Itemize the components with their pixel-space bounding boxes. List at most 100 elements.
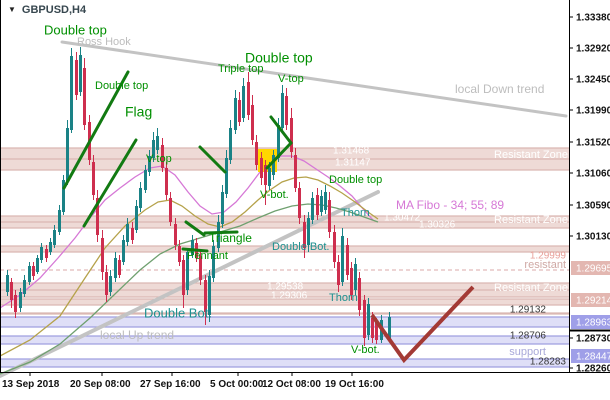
candle (234, 90, 237, 134)
x-tick-label: 13 Sep 2018 (2, 379, 60, 390)
candle (324, 185, 327, 214)
candle (49, 238, 52, 255)
annotation-label: resistant (524, 259, 566, 271)
annotation-label: 1.29132 (510, 304, 547, 315)
annotation-label: V-bot. (260, 189, 289, 201)
candle (92, 155, 95, 200)
candle (311, 192, 314, 224)
annotation-label: Triangle (209, 231, 252, 245)
candle (6, 270, 9, 296)
candle (204, 275, 207, 325)
candle (238, 92, 241, 126)
pattern-annotation-lines (62, 70, 293, 253)
candle (45, 245, 48, 262)
annotation-label: Thorn (341, 207, 370, 219)
candle (122, 235, 125, 265)
candle (178, 240, 181, 266)
candle (109, 270, 112, 296)
pattern-line[interactable] (203, 230, 239, 235)
candle (199, 252, 202, 285)
candle (58, 205, 61, 235)
pattern-line[interactable] (82, 138, 138, 228)
annotation-label: Resistant Zone (494, 149, 568, 161)
annotation-label: Double top (44, 23, 107, 38)
candle (36, 255, 39, 274)
x-axis[interactable]: 13 Sep 2018 20 Sep 08:00 27 Sep 16:00 5 Oct… (2, 372, 384, 390)
candle (212, 240, 215, 282)
candle (148, 150, 151, 176)
price-tag (571, 315, 610, 329)
candle (358, 272, 361, 316)
candle (316, 188, 319, 220)
annotation-label: 1.29999 (530, 250, 567, 261)
candle (363, 295, 366, 346)
candle (251, 95, 254, 145)
candle (225, 150, 228, 198)
annotation-label: 1.28283 (530, 356, 567, 367)
candle (96, 190, 99, 242)
candle (182, 255, 185, 308)
symbol-dropdown-icon[interactable]: ▼ (8, 5, 16, 14)
y-axis[interactable]: 1.33380 1.32920 1.32450 1.31990 1.31520 1.310… (569, 13, 610, 375)
y-tick-label: 1.31990 (576, 106, 610, 117)
candle (40, 243, 43, 263)
candle (53, 225, 56, 248)
y-tick-label: 1.28730 (576, 334, 610, 345)
annotation-label: Resistant Zone (494, 214, 568, 226)
price-tag-label: 1.28963 (576, 318, 610, 329)
candle (14, 290, 17, 318)
candle (281, 85, 284, 132)
candle (354, 258, 357, 295)
candle (161, 138, 164, 172)
candle (139, 182, 142, 212)
candle (303, 215, 306, 258)
annotation-label: 1.30326 (419, 219, 456, 230)
candle (156, 128, 159, 154)
candle (83, 58, 86, 130)
candle (126, 218, 129, 246)
candle (290, 108, 293, 158)
forecast-v-arrow[interactable] (370, 285, 475, 364)
candle (320, 190, 323, 216)
annotation-label: Double Bot. (144, 306, 212, 321)
candle (135, 200, 138, 233)
candle (260, 152, 263, 185)
candle (62, 175, 65, 215)
annotation-label: 1.29306 (271, 290, 308, 301)
pattern-line[interactable] (269, 115, 293, 145)
y-tick-label: 1.28260 (576, 364, 610, 375)
candle (19, 288, 22, 312)
annotation-label: support (509, 346, 546, 358)
candle (32, 262, 35, 280)
pattern-line[interactable] (265, 141, 293, 170)
price-tag (571, 293, 610, 307)
candle (229, 120, 232, 164)
candle (101, 230, 104, 280)
ma-line-ma-55 (0, 176, 379, 357)
pattern-line[interactable] (62, 70, 130, 190)
annotation-label: Double top (329, 174, 382, 186)
y-tick-label: 1.33380 (576, 13, 610, 24)
resistance-zone (0, 299, 569, 305)
annotation-label: Flag (125, 103, 152, 119)
candle (118, 255, 121, 278)
candle (341, 228, 344, 286)
down-trendline[interactable] (60, 40, 568, 118)
candle (255, 135, 258, 170)
candle (307, 212, 310, 252)
pattern-line[interactable] (181, 247, 209, 253)
y-tick-label: 1.32920 (576, 44, 610, 55)
annotation-label: Resistant Zone (494, 282, 568, 294)
candle (221, 185, 224, 228)
pattern-line[interactable] (198, 145, 227, 174)
pattern-line[interactable] (184, 220, 206, 237)
x-tick-label: 12 Oct 08:00 (262, 379, 321, 390)
candle (285, 88, 288, 130)
candle (105, 265, 108, 302)
candle (186, 248, 189, 295)
candle (165, 162, 168, 200)
candle (28, 262, 31, 285)
chart-header: ▼ GBPUSD,H4 (8, 4, 86, 16)
